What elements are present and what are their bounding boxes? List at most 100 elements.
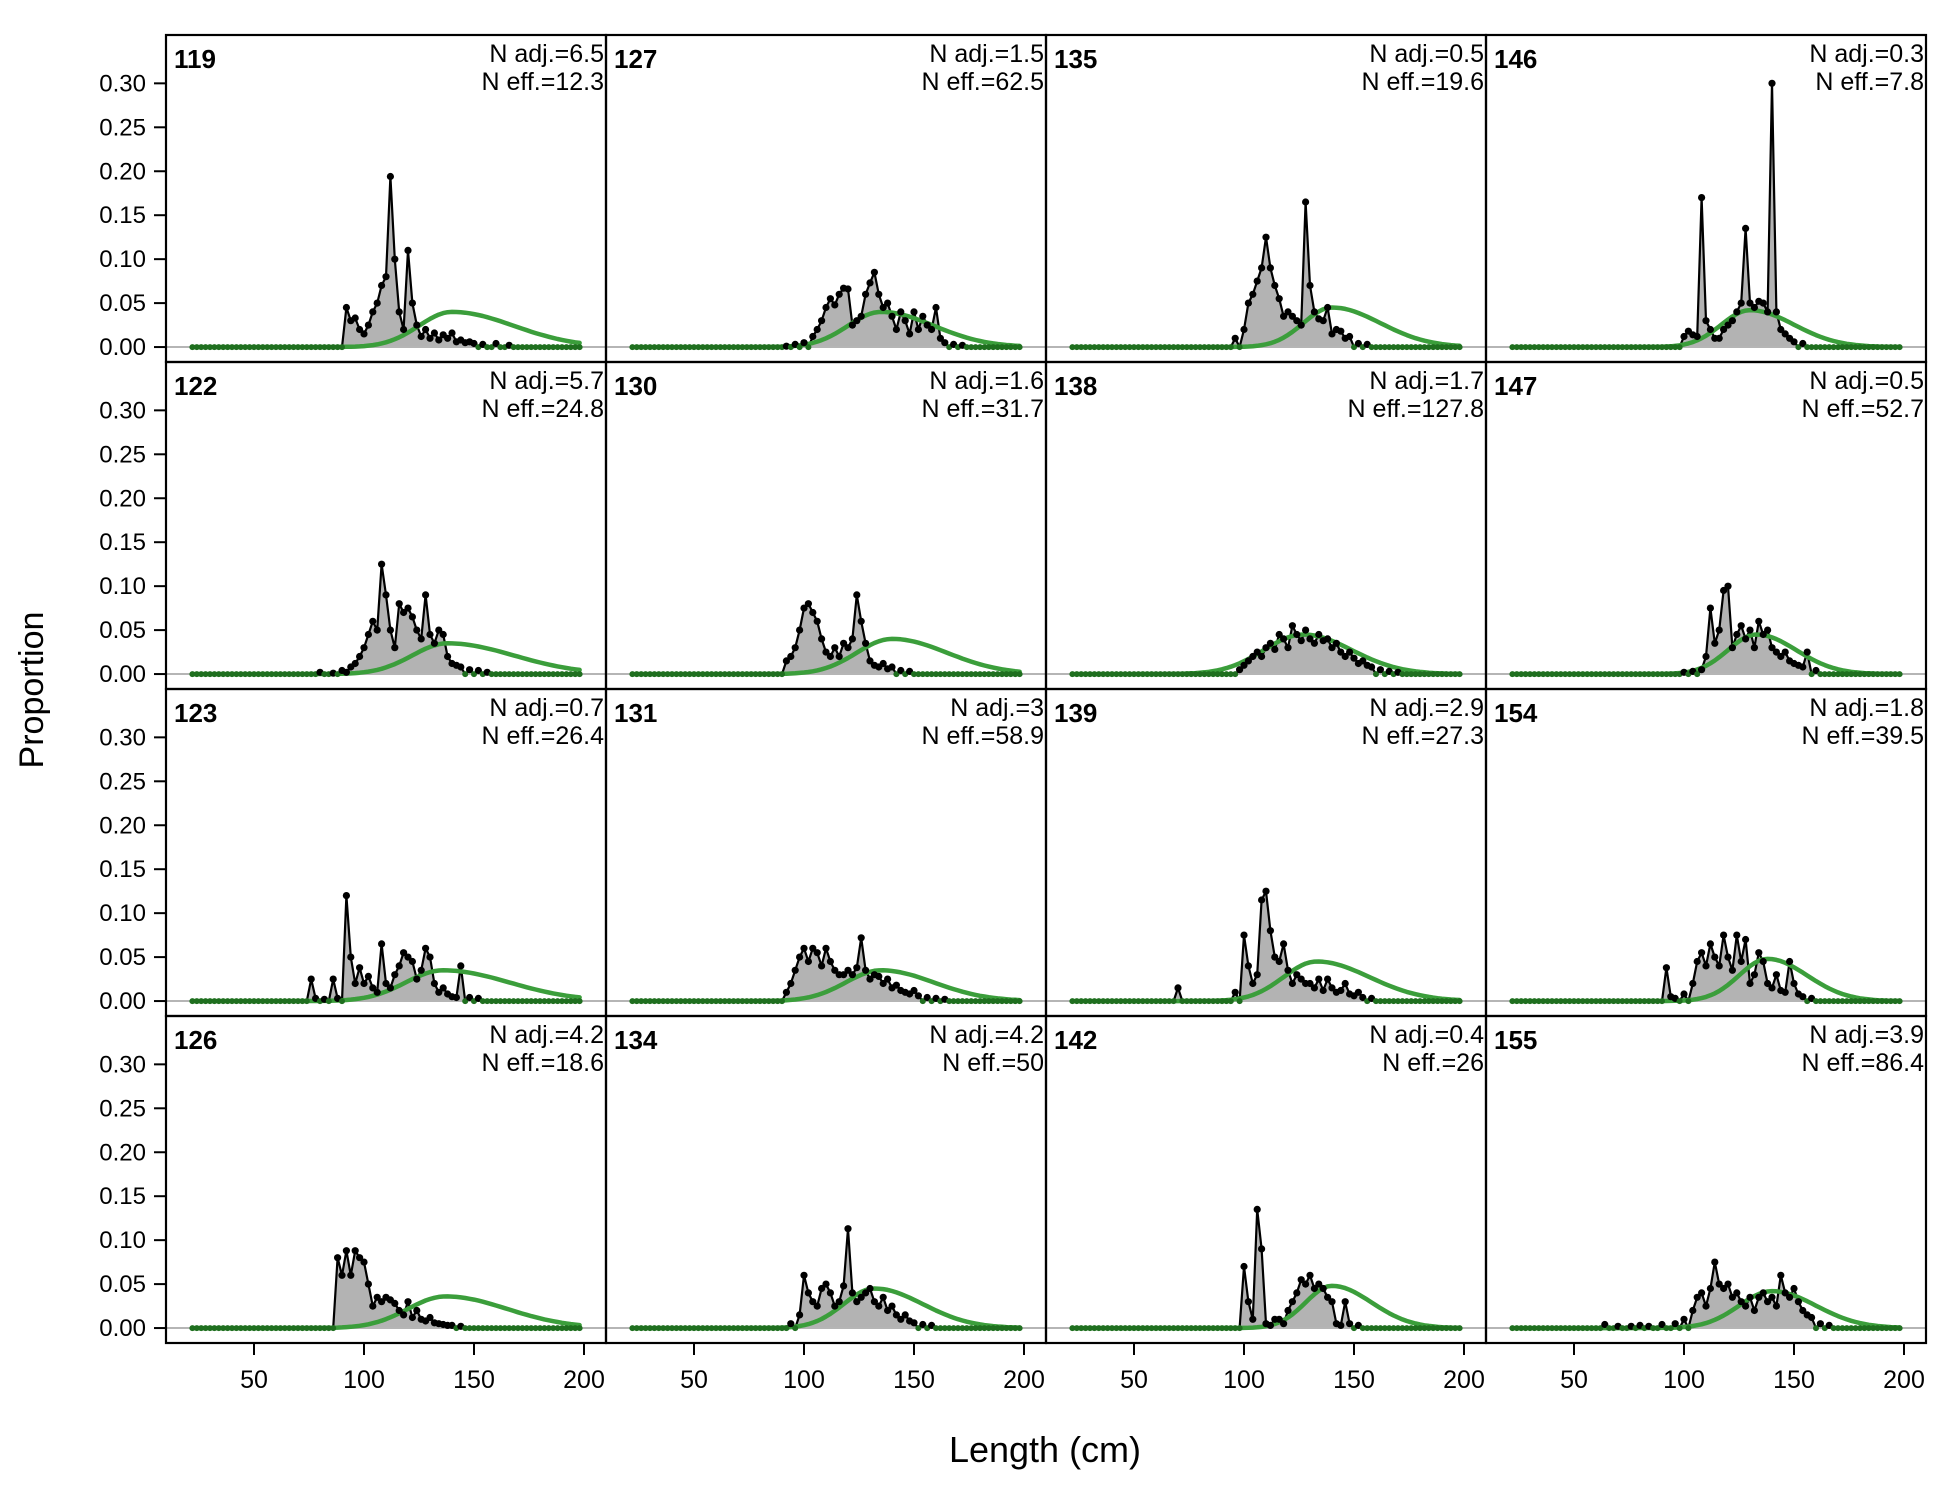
data-point — [761, 344, 768, 351]
data-point — [1706, 604, 1714, 612]
data-point — [422, 944, 430, 952]
data-point — [1232, 1325, 1239, 1332]
data-point — [1087, 671, 1093, 678]
observed-points — [1069, 1205, 1463, 1332]
data-point — [1144, 998, 1151, 1005]
observed-points — [1069, 887, 1463, 1005]
data-point — [554, 1325, 561, 1332]
data-point — [1733, 630, 1741, 639]
data-point — [233, 671, 240, 678]
data-point — [1157, 344, 1164, 351]
data-point — [342, 892, 350, 900]
data-point — [576, 1325, 583, 1332]
data-point — [1750, 303, 1758, 312]
data-point — [691, 998, 697, 1005]
data-point — [1698, 194, 1706, 202]
data-point — [1870, 998, 1877, 1005]
data-point — [290, 1325, 297, 1332]
data-point — [1737, 957, 1745, 966]
data-point — [901, 1311, 909, 1319]
data-point — [215, 671, 222, 678]
observed-area — [632, 594, 1020, 675]
data-point — [888, 1302, 896, 1310]
data-point — [809, 944, 817, 952]
data-point — [1390, 1325, 1397, 1332]
data-point — [1341, 1298, 1349, 1306]
data-point — [1095, 671, 1102, 678]
data-point — [1087, 1325, 1093, 1332]
data-point — [466, 993, 474, 1002]
data-point — [888, 312, 896, 320]
data-point — [1645, 344, 1652, 351]
data-point — [426, 1313, 434, 1322]
data-point — [528, 1325, 535, 1332]
data-point — [1087, 344, 1093, 351]
data-point — [1210, 1325, 1217, 1332]
data-point — [1852, 1325, 1859, 1332]
data-point — [1201, 1325, 1208, 1332]
data-point — [1575, 1325, 1582, 1332]
data-point — [1332, 639, 1340, 647]
data-point — [1803, 648, 1811, 656]
data-point — [963, 671, 970, 678]
data-point — [1244, 962, 1252, 970]
data-point — [1839, 998, 1846, 1005]
data-point — [752, 671, 759, 678]
data-point — [1328, 1298, 1336, 1306]
data-point — [1808, 344, 1815, 351]
data-point — [1244, 657, 1252, 665]
data-point — [1386, 998, 1393, 1005]
data-point — [1403, 671, 1410, 678]
data-point — [1078, 344, 1085, 351]
y-tick-label: 0.30 — [99, 1051, 146, 1078]
data-point — [1306, 635, 1314, 643]
data-point — [523, 344, 530, 351]
data-point — [1179, 671, 1186, 678]
data-point — [1835, 998, 1841, 1005]
data-point — [1711, 639, 1719, 647]
data-point — [290, 671, 297, 678]
data-point — [1003, 671, 1010, 678]
data-point — [1131, 998, 1137, 1005]
data-point — [959, 998, 966, 1005]
data-point — [1693, 1293, 1701, 1301]
data-point — [787, 652, 795, 661]
data-point — [818, 1284, 826, 1293]
data-point — [660, 671, 667, 678]
data-point — [682, 1325, 689, 1332]
data-point — [1694, 671, 1701, 678]
data-point — [1161, 998, 1168, 1005]
data-point — [1003, 344, 1010, 351]
observed-area — [1072, 202, 1460, 348]
data-point — [281, 998, 288, 1005]
data-point — [1016, 671, 1023, 678]
data-point — [1373, 1325, 1379, 1332]
data-point — [1003, 998, 1010, 1005]
data-point — [1777, 1271, 1785, 1279]
data-point — [1293, 1289, 1301, 1297]
data-point — [1373, 344, 1379, 351]
data-point — [892, 981, 901, 989]
data-point — [1253, 971, 1261, 979]
data-point — [1302, 1280, 1310, 1288]
observed-area — [632, 1228, 1020, 1329]
data-point — [897, 308, 905, 316]
data-point — [1764, 308, 1772, 316]
data-point — [1843, 1325, 1850, 1332]
data-point — [1236, 666, 1244, 674]
data-point — [1284, 308, 1292, 316]
data-point — [752, 344, 759, 351]
data-point — [1772, 1302, 1780, 1310]
data-point — [695, 671, 702, 678]
data-point — [892, 325, 901, 334]
data-point — [1676, 998, 1683, 1005]
data-point — [233, 998, 240, 1005]
data-point — [395, 308, 403, 316]
data-point — [826, 1289, 835, 1297]
data-point — [189, 671, 196, 678]
data-point — [545, 1325, 552, 1332]
data-point — [1601, 1320, 1609, 1329]
data-point — [242, 1325, 249, 1332]
data-point — [501, 1325, 508, 1332]
data-point — [765, 344, 772, 351]
